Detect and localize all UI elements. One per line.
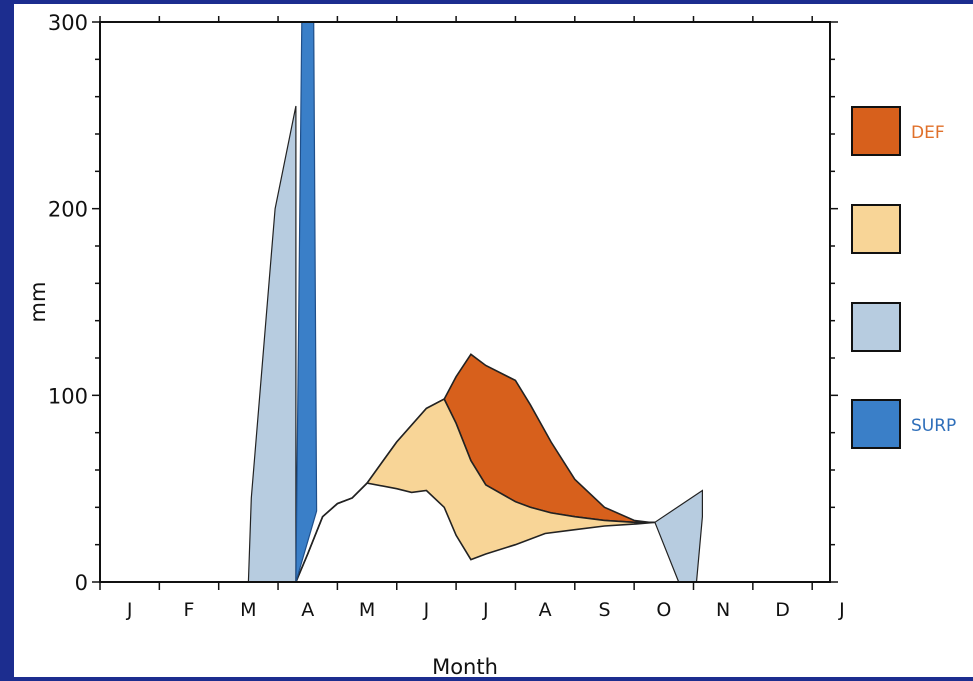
- legend-swatch: [851, 302, 901, 352]
- soil-moisture-use-area: [295, 398, 655, 583]
- y-tick-label: 200: [48, 198, 88, 222]
- x-tick-label: N: [716, 599, 730, 621]
- x-tick-label: O: [656, 599, 671, 621]
- x-tick-label: J: [423, 599, 430, 621]
- x-tick-label: D: [775, 599, 790, 621]
- x-tick-label: A: [301, 599, 314, 621]
- legend-label: SURP: [911, 416, 956, 436]
- frame-bottom-border: [0, 677, 973, 681]
- x-tick-label: F: [184, 599, 195, 621]
- legend-swatch: [851, 399, 901, 449]
- x-tick-label: J: [126, 599, 133, 621]
- frame-top-border: [0, 0, 973, 4]
- legend-swatch: [851, 106, 901, 156]
- x-tick-label: S: [598, 599, 610, 621]
- area-layer: [100, 21, 830, 583]
- y-tick-label: 0: [75, 571, 88, 595]
- x-tick-label: J: [482, 599, 489, 621]
- plot-frame: [99, 21, 831, 583]
- recharge-area-oct-nov: [654, 489, 703, 583]
- axes-layer: 0 100 200 300 J F M A M J J A S O N D J Month mm: [26, 11, 845, 679]
- frame-left-border: [0, 0, 14, 681]
- x-tick-label: J: [838, 599, 845, 621]
- x-tick-label: A: [539, 599, 552, 621]
- x-tick-label: M: [240, 599, 256, 621]
- x-axis-label: Month: [432, 655, 498, 679]
- legend-swatch: [851, 204, 901, 254]
- y-tick-label: 100: [48, 384, 88, 408]
- legend-label: DEF: [911, 123, 945, 143]
- y-axis-label: mm: [26, 282, 50, 323]
- legend: DEF SURP: [851, 106, 956, 449]
- x-tick-label: M: [359, 599, 375, 621]
- y-tick-label: 300: [48, 11, 88, 35]
